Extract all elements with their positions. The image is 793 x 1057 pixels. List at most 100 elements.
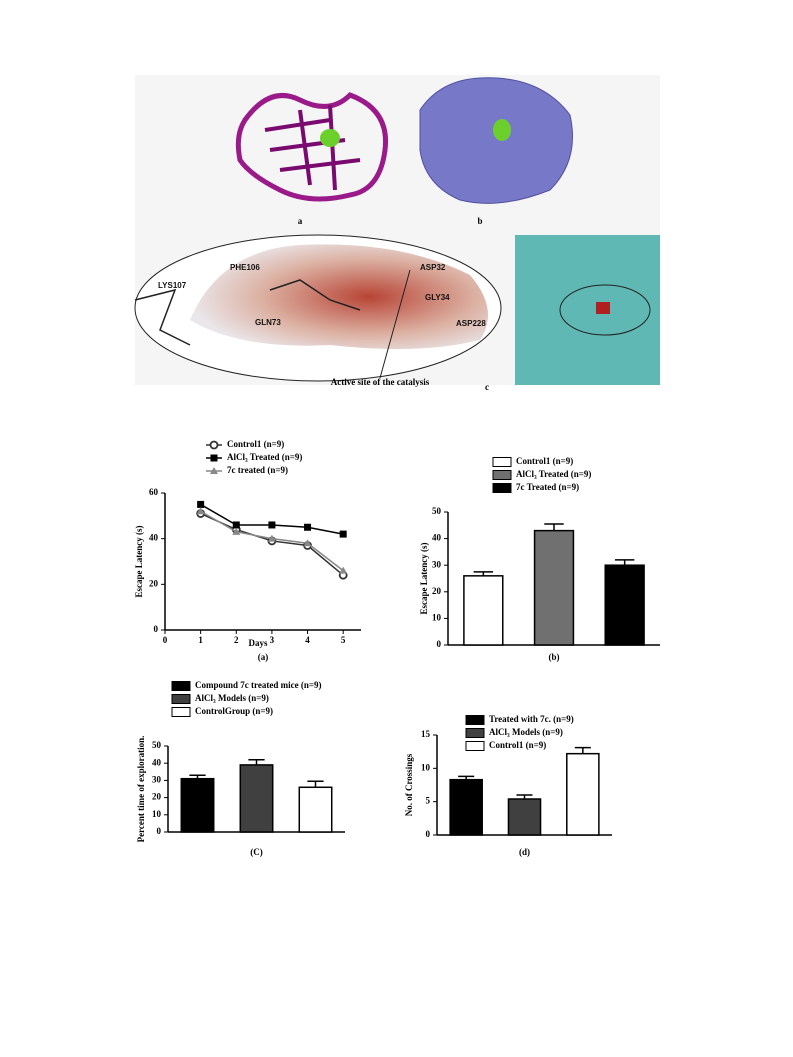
caption: Active site of the catalysis [331, 377, 430, 387]
y-tick-label: 20 [149, 578, 159, 588]
bar [533, 529, 575, 646]
x-tick-label: 1 [198, 635, 203, 645]
line [200, 503, 344, 535]
residue-label: LYS107 [158, 281, 187, 290]
y-tick-label: 0 [426, 829, 431, 839]
y-tick-label: 40 [152, 757, 162, 767]
y-axis-label: Escape Latency (s) [419, 543, 429, 615]
x-tick-label: 4 [305, 635, 310, 645]
residue-sticks [134, 279, 361, 346]
x-axis-label: Days [248, 638, 267, 648]
legend-label: Treated with 7c. (n=9) [489, 714, 574, 724]
legend-label: Control1 (n=9) [489, 740, 546, 750]
y-tick-label: 0 [157, 826, 162, 836]
legend-swatch [465, 715, 485, 725]
y-tick-label: 20 [152, 792, 162, 802]
legend-label: 7c treated (n=9) [227, 465, 288, 475]
bar [463, 575, 504, 646]
caption: (b) [549, 652, 560, 662]
docked-surface [515, 235, 660, 385]
legend-marker [209, 440, 219, 450]
y-tick-label: 30 [432, 559, 442, 569]
y-tick-label: 20 [432, 586, 442, 596]
y-tick-label: 10 [421, 762, 431, 772]
y-tick-label: 40 [432, 533, 442, 543]
point [197, 500, 205, 508]
residue-label: ASP32 [420, 263, 446, 272]
bar [239, 764, 274, 833]
y-tick-label: 30 [152, 774, 162, 784]
legend-swatch [171, 707, 191, 717]
y-tick-label: 0 [437, 639, 442, 649]
caption: (a) [258, 652, 269, 662]
ligand [320, 129, 340, 147]
x-tick-label: 5 [341, 635, 346, 645]
panel-label: a [298, 216, 303, 226]
x-tick-label: 0 [163, 635, 168, 645]
panel-label: b [477, 216, 482, 226]
x-tick-label: 2 [234, 635, 239, 645]
legend-swatch [492, 457, 512, 467]
legend-swatch [171, 681, 191, 691]
ligand [493, 119, 511, 141]
y-axis-label: Percent time of exploration. [136, 736, 146, 843]
y-tick-label: 15 [421, 729, 431, 739]
legend-swatch [492, 470, 512, 480]
point [268, 521, 276, 529]
legend-marker [210, 467, 218, 474]
point [304, 523, 312, 531]
legend-label: ControlGroup (n=9) [195, 706, 273, 716]
active-site-circle [559, 284, 651, 336]
y-tick-label: 50 [152, 740, 162, 750]
caption: (d) [519, 847, 530, 857]
y-tick-label: 0 [154, 624, 159, 634]
point [303, 539, 312, 547]
caption: (C) [250, 847, 263, 857]
residue-label: GLY34 [425, 293, 450, 302]
bar [604, 564, 645, 646]
legend-label: Control1 (n=9) [516, 456, 573, 466]
legend-label: Compound 7c treated mice (n=9) [195, 680, 321, 690]
x-tick-label: 3 [270, 635, 275, 645]
point [267, 534, 276, 542]
bar [298, 786, 333, 833]
legend-swatch [465, 741, 485, 751]
point [196, 507, 205, 515]
protein-ribbon [235, 92, 389, 202]
y-tick-label: 10 [432, 612, 442, 622]
legend-label: AlCl₃ Models (n=9) [195, 693, 269, 703]
binding-surface [190, 244, 488, 349]
legend-swatch [465, 728, 485, 738]
pointer [379, 269, 411, 379]
legend-swatch [492, 483, 512, 493]
y-tick-label: 10 [152, 809, 162, 819]
legend-label: AlCl₃ Treated (n=9) [516, 469, 591, 479]
bar [180, 777, 215, 833]
y-axis-label: Escape Latency (s) [134, 526, 144, 598]
ligand [596, 302, 610, 314]
y-tick-label: 50 [432, 506, 442, 516]
bar [449, 778, 483, 836]
legend-label: AlCl₃ Models (n=9) [489, 727, 563, 737]
legend-swatch [171, 694, 191, 704]
bar [566, 752, 600, 836]
y-tick-label: 5 [426, 796, 431, 806]
point [339, 530, 347, 538]
y-tick-label: 60 [149, 487, 159, 497]
point [339, 566, 348, 574]
residue-label: ASP228 [456, 319, 486, 328]
residue-label: GLN73 [255, 318, 281, 327]
legend-label: AlCl₃ Treated (n=9) [227, 452, 302, 462]
legend-label: 7c Treated (n=9) [516, 482, 579, 492]
legend-marker [210, 454, 218, 462]
panel-label: c [485, 382, 489, 392]
residue-label: PHE106 [230, 263, 260, 272]
protein-surface [419, 77, 573, 204]
y-tick-label: 40 [149, 533, 159, 543]
y-axis-label: No. of Crossings [404, 753, 414, 816]
bar [507, 798, 542, 836]
legend-label: Control1 (n=9) [227, 439, 284, 449]
point [232, 521, 240, 529]
